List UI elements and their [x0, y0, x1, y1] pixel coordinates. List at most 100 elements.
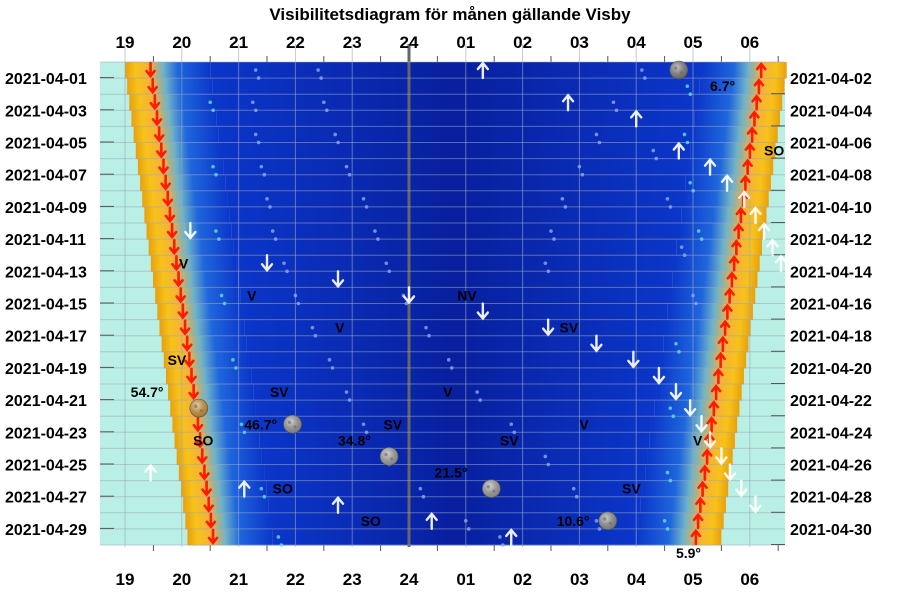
annotation-label: 10.6°: [557, 513, 590, 529]
night-area: [272, 528, 637, 546]
sunrise-arrow: [724, 287, 735, 304]
date-label-left: 2021-04-23: [5, 425, 87, 442]
sunrise-arrow: [690, 528, 702, 546]
morning-twilight: [642, 480, 729, 498]
moonset-arrow: [749, 495, 762, 514]
chart-title: Visibilitetsdiagram för månen gällande V…: [269, 5, 631, 24]
path-dot: [333, 132, 337, 137]
path-dot: [268, 205, 272, 209]
path-dot: [662, 519, 667, 523]
sunrise-arrow: [751, 94, 762, 111]
sunset-arrow: [160, 174, 171, 191]
path-dot: [256, 140, 261, 145]
moonrise-arrow: [476, 61, 490, 80]
annotation-label: SV: [383, 416, 402, 432]
night-area: [216, 110, 695, 127]
moon-shading: [380, 447, 399, 466]
evening-twilight: [183, 496, 269, 514]
path-dot: [427, 333, 431, 338]
path-dot: [597, 527, 602, 531]
x-tick-label-top: 24: [400, 33, 419, 52]
date-label-left: 2021-04-19: [5, 361, 87, 378]
evening-twilight: [172, 416, 258, 433]
night-area: [225, 174, 686, 192]
path-dot: [571, 486, 576, 491]
date-label-right: 2021-04-06: [790, 136, 872, 153]
evening-twilight: [170, 400, 256, 417]
moonrise-arrow: [749, 206, 762, 225]
moonrise-arrow: [331, 495, 345, 514]
path-dot: [234, 366, 238, 370]
path-dot: [696, 229, 701, 233]
moonrise-arrow: [737, 189, 751, 209]
morning-twilight: [636, 528, 722, 546]
path-dot: [325, 108, 329, 113]
evening-twilight: [140, 174, 226, 192]
path-dot: [344, 164, 349, 169]
morning-twilight: [647, 448, 733, 465]
path-dot: [688, 180, 692, 185]
sunrise-arrow: [755, 61, 767, 79]
date-label-left: 2021-04-03: [5, 103, 87, 120]
annotation-label: SO: [764, 143, 784, 159]
date-label-left: 2021-04-07: [5, 168, 87, 185]
moonset-arrow: [402, 286, 416, 305]
path-dot: [253, 68, 258, 72]
moon-crater: [674, 66, 678, 70]
moon-crater: [390, 457, 394, 461]
moonset-arrow: [669, 382, 683, 401]
path-dot: [330, 366, 335, 370]
path-dot: [699, 237, 704, 241]
path-dot: [580, 172, 585, 177]
morning-twilight: [683, 190, 769, 208]
sunset-arrow: [207, 528, 219, 546]
path-dot: [262, 494, 267, 499]
path-dot: [373, 229, 377, 233]
evening-twilight: [153, 271, 239, 288]
path-dot: [242, 430, 247, 435]
night-area: [210, 62, 702, 79]
evening-twilight: [137, 158, 224, 176]
sunrise-arrow: [746, 126, 758, 143]
sunrise-arrow: [753, 78, 765, 95]
sunrise-arrow: [749, 110, 760, 127]
morning-twilight: [692, 126, 778, 143]
path-dot: [475, 390, 479, 394]
date-label-left: 2021-04-27: [5, 490, 87, 507]
moonrise-arrow: [774, 254, 788, 273]
path-dot: [313, 333, 318, 338]
morning-twilight: [660, 351, 747, 369]
sunset-arrow: [184, 351, 195, 368]
path-dot: [665, 527, 670, 531]
sunrise-arrow: [715, 351, 726, 369]
moonset-arrow: [184, 221, 197, 240]
morning-twilight: [688, 158, 774, 176]
night-area: [257, 416, 652, 433]
path-dot: [597, 140, 602, 145]
path-dot: [464, 519, 468, 523]
path-dot: [404, 301, 409, 306]
moonset-arrow: [590, 334, 603, 353]
morning-twilight: [665, 319, 751, 337]
night-area: [214, 94, 698, 111]
night-area: [218, 126, 693, 143]
date-label-right: 2021-04-28: [790, 490, 872, 507]
path-dot: [674, 341, 678, 346]
axis-labels: 19 19 20 20 21 21 22 22 23 23 24 24 01 01 02 02 03 03 04 04…: [5, 33, 872, 589]
sunset-arrow: [179, 319, 191, 336]
sunrise-arrow: [713, 367, 724, 385]
moon-crater: [293, 425, 297, 429]
annotation-label: SO: [273, 481, 293, 497]
evening-twilight: [144, 206, 230, 224]
x-tick-label-top: 23: [343, 33, 362, 52]
evening-twilight: [157, 303, 243, 321]
sunrise-arrow: [726, 271, 738, 288]
evening-twilight: [131, 110, 217, 127]
path-dot: [211, 108, 215, 113]
sunset-arrow: [181, 335, 193, 352]
moon-markers: [144, 60, 788, 547]
evening-twilight: [185, 512, 271, 530]
sunset-arrow: [177, 303, 189, 320]
